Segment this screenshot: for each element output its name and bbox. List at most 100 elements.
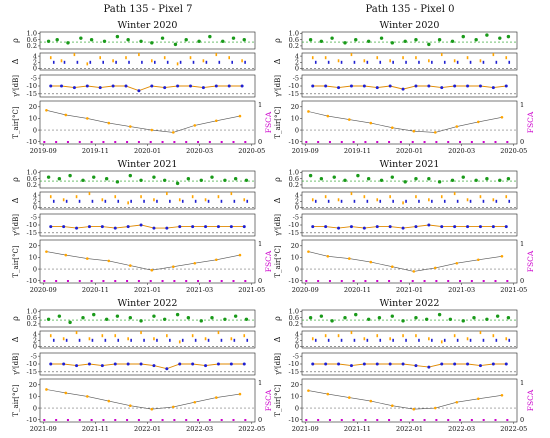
sigma-line [50, 224, 245, 229]
rho-point [221, 39, 225, 43]
tair-point [238, 253, 242, 257]
tair-line [308, 111, 503, 133]
panel-frame [301, 309, 518, 328]
fsca-mark [494, 419, 497, 421]
y-tick-label: -10 [289, 360, 299, 368]
x-tick-label: 2021-09 [292, 425, 319, 433]
rho-point [184, 38, 188, 42]
tair-point [64, 253, 68, 257]
sigma-point [414, 364, 418, 368]
rho-point [448, 317, 453, 321]
rho-point [197, 39, 201, 43]
rho-point [506, 316, 511, 320]
rho-point [208, 34, 212, 39]
sigma-point [139, 223, 143, 227]
y-axis-label: Δ [273, 197, 282, 203]
x-tick-label: 2021-01 [134, 286, 161, 294]
panel-frame [39, 170, 256, 189]
tair-point [412, 270, 416, 273]
sigma-point [337, 362, 341, 366]
sigma-point [349, 84, 353, 88]
sigma-point [491, 362, 495, 366]
fsca-mark [435, 280, 438, 282]
y-tick-label: 1.0 [289, 169, 299, 177]
sigma-point [440, 362, 444, 366]
tair-point [172, 405, 175, 409]
sigma-point [242, 225, 246, 229]
fsca-mark [102, 280, 105, 282]
fsca-mark [149, 280, 152, 282]
fsca-mark [352, 280, 355, 282]
panel-rho: 1.00.60.2 ρ [273, 30, 518, 50]
rho-point [506, 34, 511, 39]
y-axis-label: γ⁰[dB] [12, 214, 20, 236]
panel-delta: 420 Δ [11, 191, 256, 212]
fsca-mark [43, 419, 46, 421]
tair-line [46, 110, 241, 133]
tair-point [434, 406, 437, 410]
sigma-point [491, 225, 495, 229]
rho-point [330, 319, 334, 323]
sigma-point [150, 84, 154, 88]
x-tick-label: 2020-09 [30, 286, 57, 294]
sigma-point [362, 226, 366, 230]
sigma-point [100, 225, 104, 229]
sigma-point [216, 225, 220, 229]
panel-sigma: -5-10-15 γ⁰[dB] [274, 352, 518, 376]
x-tick-label: 2020-01 [134, 147, 161, 155]
y-axis-label: γ⁰[dB] [12, 75, 20, 97]
chart-title: Winter 2022 [118, 298, 178, 309]
rho-point [485, 177, 489, 181]
rho-point [186, 316, 191, 320]
fsca-tick-label: 1 [258, 379, 262, 387]
y-axis-label: γ⁰[dB] [274, 353, 282, 375]
rho-point [461, 34, 465, 39]
tair-point [64, 113, 68, 117]
sigma-point [349, 364, 353, 368]
sigma-point [478, 225, 482, 229]
tair-line [308, 390, 503, 410]
rho-point [485, 33, 489, 37]
tair-line [46, 251, 241, 271]
panel-rho: 1.00.60.2 ρ [11, 30, 256, 50]
rho-point [379, 36, 384, 40]
sigma-point [337, 86, 341, 90]
rho-point [425, 317, 429, 321]
y-tick-label: 0.2 [289, 320, 299, 328]
rho-point [81, 178, 85, 182]
rho-point [319, 39, 324, 43]
fsca-axis-label: FSCA [264, 250, 273, 272]
y-tick-label: -10 [27, 138, 37, 146]
tair-point [391, 404, 394, 408]
sigma-point [98, 86, 102, 90]
y-axis-label: Δ [11, 336, 20, 342]
rho-point [55, 38, 59, 42]
y-tick-label: 20 [291, 381, 299, 389]
fsca-mark [506, 141, 509, 143]
fsca-mark [482, 419, 485, 421]
fsca-tick-label: 0 [520, 277, 524, 285]
fsca-mark [66, 280, 69, 282]
panel-frame [39, 309, 256, 328]
sigma-point [362, 362, 366, 366]
rho-point [461, 175, 465, 179]
y-tick-label: -10 [27, 277, 37, 285]
y-tick-label: 4 [295, 330, 299, 338]
tair-point [45, 388, 48, 391]
panel-rho: 1.00.60.2 ρ [273, 169, 518, 189]
rho-point [104, 177, 109, 181]
tair-point [500, 254, 504, 258]
rho-point [163, 178, 167, 182]
fsca-mark [149, 419, 152, 421]
rho-point [472, 316, 476, 320]
rho-point [152, 314, 156, 318]
sigma-point [113, 362, 117, 366]
chart-title: Winter 2021 [118, 159, 178, 170]
rho-point [354, 312, 358, 317]
rho-point [332, 175, 336, 179]
y-tick-label: 0.2 [27, 320, 37, 328]
panel-frame [301, 52, 518, 71]
